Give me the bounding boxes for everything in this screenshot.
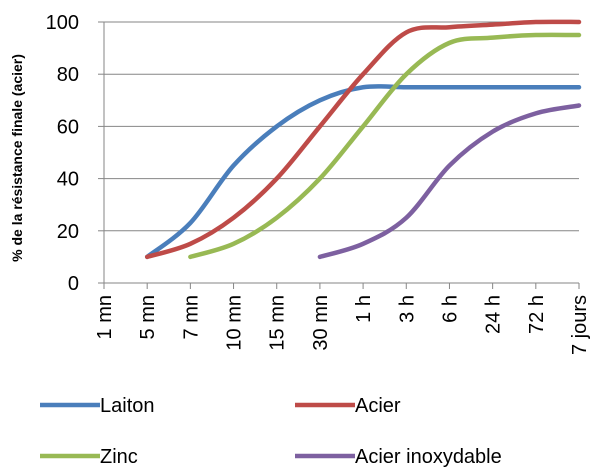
x-tick-label: 30 mn [310,295,332,351]
x-tick-label: 72 h [526,295,548,334]
axes [98,21,580,289]
x-tick-label: 15 mn [267,295,289,351]
x-tick-label: 10 mn [224,295,246,351]
series-line-zinc [188,32,582,260]
legend-label-acier: Acier [355,395,401,417]
y-tick-label: 60 [57,116,79,138]
series-line-acier [144,19,582,260]
x-tick-label: 5 mn [137,295,159,339]
x-tick-label: 1 h [353,295,375,323]
y-tick-label: 20 [57,221,79,243]
series-line-acier-inoxydable [317,103,582,260]
x-tick-label: 6 h [439,295,461,323]
legend-label-acier-inoxydable: Acier inoxydable [355,446,502,468]
x-tick-label: 3 h [396,295,418,323]
y-axis-label: % de la résistance finale (acier) [9,54,25,262]
legend-label-laiton: Laiton [100,395,155,417]
y-tick-label: 100 [46,12,79,34]
y-tick-labels: 0 20 40 60 80 100 [46,12,79,295]
x-tick-label: 1 mn [94,295,116,339]
y-tick-label: 40 [57,169,79,191]
y-tick-label: 80 [57,64,79,86]
x-tick-label: 24 h [483,295,505,334]
series-lines [144,19,582,260]
y-tick-label: 0 [68,273,79,295]
x-tick-labels: 1 mn 5 mn 7 mn 10 mn 15 mn 30 mn 1 h 3 h 6 h 24 h… [94,295,591,355]
legend: Laiton Acier Zinc Acier inoxydable [40,395,502,468]
grid-lines [104,21,579,232]
x-tick-label: 7 jours [569,295,591,355]
series-line-laiton [144,84,582,260]
x-tick-label: 7 mn [180,295,202,339]
legend-label-zinc: Zinc [100,446,138,468]
